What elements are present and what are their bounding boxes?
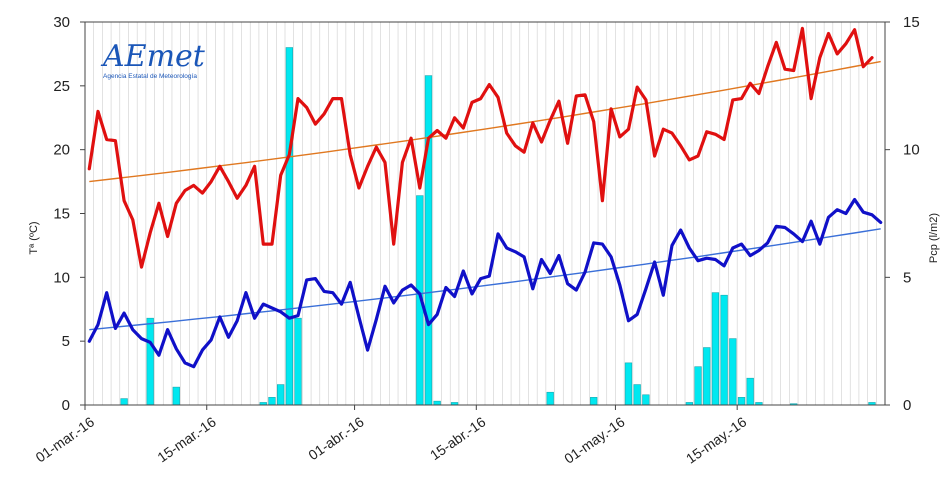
y-tick-label: 15 <box>53 206 70 223</box>
y-axis-label: Tª (ºC) <box>28 221 40 254</box>
pcp-bar <box>294 317 302 406</box>
series-line-tmax <box>87 26 874 269</box>
pcp-bar <box>729 338 737 406</box>
series-line-tmin <box>87 197 883 369</box>
pcp-bar <box>285 47 293 406</box>
y2-tick-label: 0 <box>903 397 911 414</box>
pcp-bar <box>720 294 728 406</box>
y2-tick-label: 5 <box>903 269 911 286</box>
pcp-bar <box>424 75 433 406</box>
logo-subtitle: Agencia Estatal de Meteorología <box>103 73 197 80</box>
y-tick-label: 5 <box>62 333 70 350</box>
pcp-bar <box>590 397 598 406</box>
x-tick-label: 15-may.-16 <box>683 413 750 466</box>
pcp-bar <box>694 366 702 406</box>
pcp-bar <box>642 394 650 406</box>
y-tick-label: 30 <box>53 14 70 31</box>
pcp-bar <box>433 400 441 406</box>
y2-tick-label: 15 <box>903 14 920 31</box>
aemet-logo: AEmet Agencia Estatal de Meteorología <box>100 39 206 80</box>
x-tick-label: 15-abr.-16 <box>427 413 489 463</box>
series-lines <box>87 26 883 369</box>
y2-tick-label: 10 <box>903 142 920 159</box>
precip-bars <box>120 47 876 406</box>
x-tick-label: 01-abr.-16 <box>305 413 367 463</box>
logo-text: AEmet <box>100 39 206 74</box>
y2-axis-label: Pcp (l/m2) <box>928 213 940 263</box>
grid-layer <box>93 22 877 405</box>
y-tick-label: 0 <box>62 397 70 414</box>
y-tick-label: 25 <box>53 78 70 95</box>
pcp-bar <box>737 397 746 406</box>
pcp-bar <box>711 292 720 406</box>
pcp-bar <box>146 317 154 406</box>
pcp-bar <box>546 391 554 406</box>
pcp-bar <box>633 384 641 406</box>
x-tick-label: 01-may.-16 <box>561 413 628 466</box>
pcp-bar <box>172 386 180 406</box>
x-tick-label: 01-mar.-16 <box>33 413 98 465</box>
pcp-bar <box>268 397 276 406</box>
x-tick-label: 15-mar.-16 <box>154 413 219 465</box>
pcp-bar <box>746 377 754 406</box>
pcp-bar <box>277 384 285 406</box>
y-tick-label: 10 <box>53 269 70 286</box>
pcp-bar <box>120 398 128 406</box>
pcp-bar <box>624 362 633 406</box>
y-tick-label: 20 <box>53 142 70 159</box>
pcp-bar <box>703 347 711 406</box>
